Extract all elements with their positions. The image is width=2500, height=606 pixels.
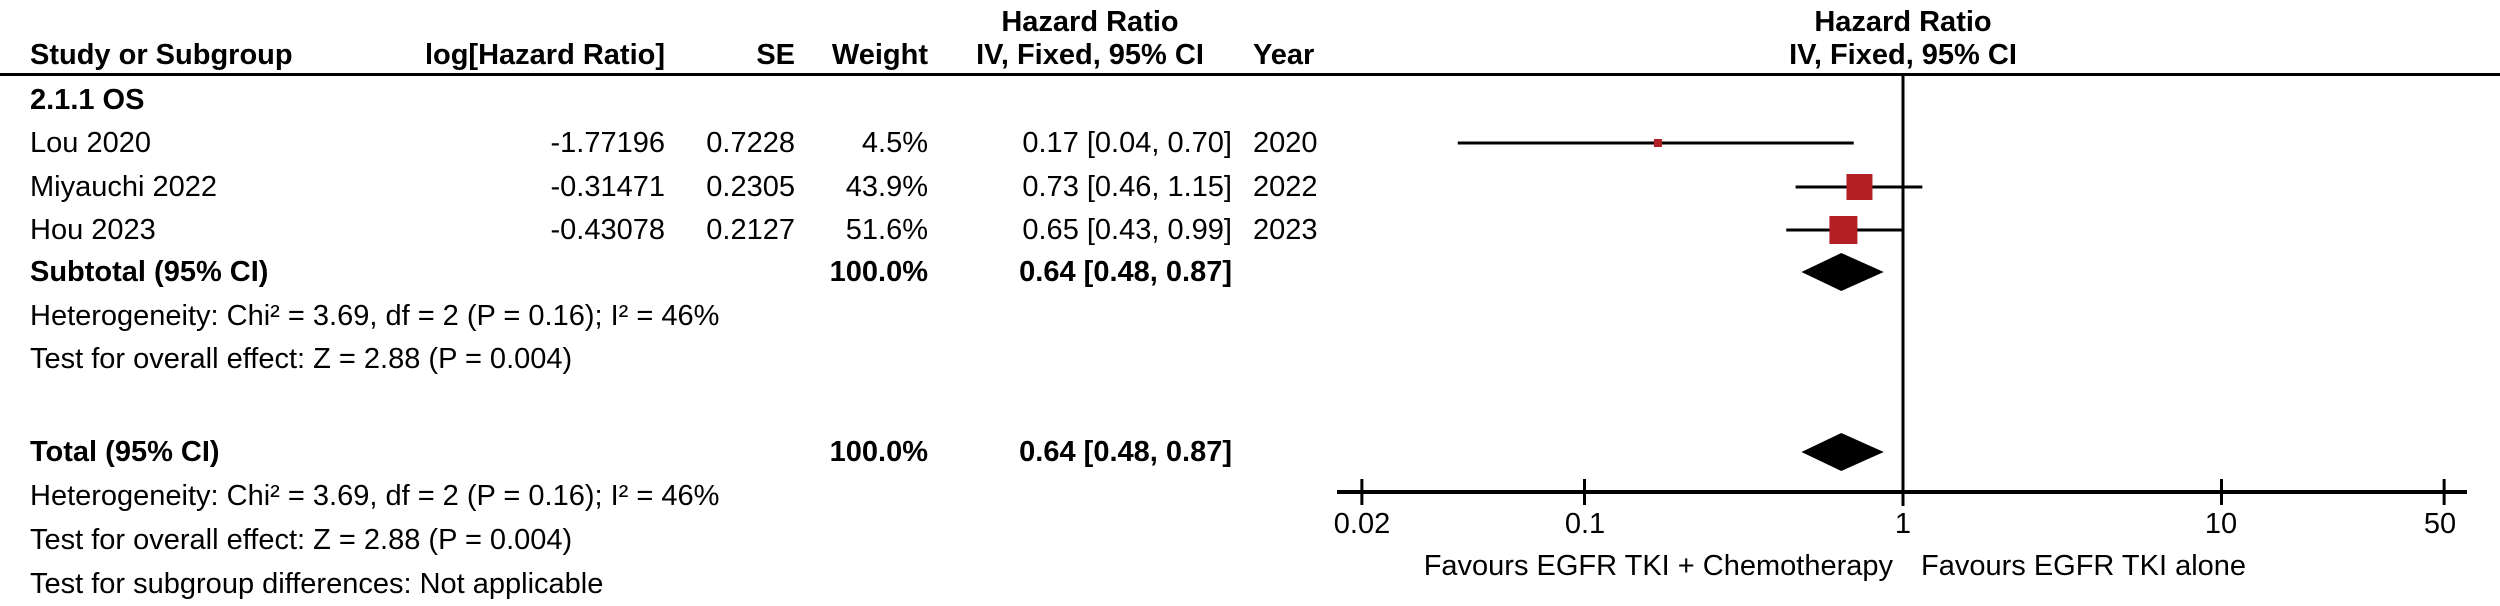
study-name: Miyauchi 2022 bbox=[30, 171, 217, 203]
subtotal-ci: 0.64 [0.48, 0.87] bbox=[1019, 256, 1232, 288]
col-header-study: Study or Subgroup bbox=[30, 39, 293, 71]
axis-tick-label: 0.02 bbox=[1333, 508, 1391, 540]
study-loghr: -0.43078 bbox=[550, 214, 666, 246]
study-se: 0.2305 bbox=[706, 171, 795, 203]
axis-tick-label: 50 bbox=[2423, 508, 2457, 540]
study-weight: 51.6% bbox=[845, 214, 928, 246]
study-weight: 43.9% bbox=[845, 171, 928, 203]
study-name: Lou 2020 bbox=[30, 127, 151, 159]
hazard-ratio-title-right: Hazard Ratio bbox=[1814, 6, 1992, 38]
study-se: 0.7228 bbox=[706, 127, 795, 159]
axis-tick-label: 1 bbox=[1894, 508, 1912, 540]
total-heterogeneity: Heterogeneity: Chi² = 3.69, df = 2 (P = … bbox=[30, 480, 720, 512]
col-header-loghr: log[Hazard Ratio] bbox=[424, 39, 665, 71]
col-header-year: Year bbox=[1253, 39, 1315, 71]
effect-square bbox=[1846, 174, 1873, 200]
favours-left-label: Favours EGFR TKI + Chemotherapy bbox=[1423, 550, 1893, 582]
axis-tick-label: 0.1 bbox=[1564, 508, 1606, 540]
study-weight: 4.5% bbox=[861, 127, 928, 159]
favours-right-label: Favours EGFR TKI alone bbox=[1921, 550, 2247, 582]
study-ci: 0.65 [0.43, 0.99] bbox=[1022, 214, 1232, 246]
study-name: Hou 2023 bbox=[30, 214, 156, 246]
subtotal-diamond bbox=[1801, 253, 1884, 291]
total-weight: 100.0% bbox=[829, 436, 928, 468]
study-loghr: -0.31471 bbox=[550, 171, 666, 203]
total-ci: 0.64 [0.48, 0.87] bbox=[1019, 436, 1232, 468]
total-overall-effect: Test for overall effect: Z = 2.88 (P = 0… bbox=[30, 524, 573, 556]
hazard-ratio-title-left: Hazard Ratio bbox=[1001, 6, 1179, 38]
effect-square bbox=[1829, 216, 1858, 244]
total-diamond bbox=[1801, 433, 1884, 471]
subgroup-heterogeneity: Heterogeneity: Chi² = 3.69, df = 2 (P = … bbox=[30, 300, 720, 332]
study-se: 0.2127 bbox=[706, 214, 795, 246]
total-label: Total (95% CI) bbox=[30, 436, 220, 468]
col-header-iv-left: IV, Fixed, 95% CI bbox=[976, 39, 1204, 71]
col-header-se: SE bbox=[756, 39, 795, 71]
col-header-weight: Weight bbox=[831, 39, 928, 71]
subgroup-overall-effect: Test for overall effect: Z = 2.88 (P = 0… bbox=[30, 343, 573, 375]
study-year: 2022 bbox=[1253, 171, 1318, 203]
effect-square bbox=[1653, 139, 1662, 147]
study-ci: 0.73 [0.46, 1.15] bbox=[1022, 171, 1232, 203]
subgroup-differences: Test for subgroup differences: Not appli… bbox=[30, 568, 604, 600]
col-header-iv-right: IV, Fixed, 95% CI bbox=[1789, 39, 2017, 71]
axis-tick-label: 10 bbox=[2204, 508, 2238, 540]
study-year: 2020 bbox=[1253, 127, 1318, 159]
study-loghr: -1.77196 bbox=[550, 127, 666, 159]
subtotal-label: Subtotal (95% CI) bbox=[30, 256, 269, 288]
subtotal-weight: 100.0% bbox=[829, 256, 928, 288]
study-ci: 0.17 [0.04, 0.70] bbox=[1022, 127, 1232, 159]
study-year: 2023 bbox=[1253, 214, 1318, 246]
subgroup-heading: 2.1.1 OS bbox=[30, 84, 145, 116]
